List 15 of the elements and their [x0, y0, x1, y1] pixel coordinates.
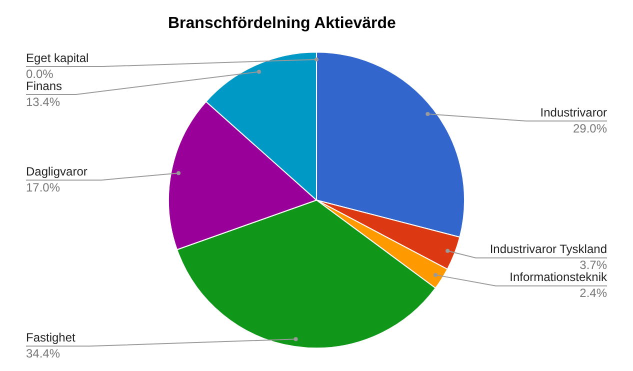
- data-label: 29.0%: [572, 121, 608, 136]
- slice-label: Finans: [26, 78, 62, 93]
- data-label: 2.4%: [580, 286, 608, 300]
- slice-label: Industrivaror: [540, 105, 607, 120]
- category-label: Eget kapital: [26, 50, 89, 65]
- data-label: 3.7%: [580, 258, 608, 272]
- data-label: 34.4%: [26, 346, 60, 360]
- data-label: 13.4%: [26, 94, 60, 109]
- slice-label: Dagligvaror: [26, 164, 88, 178]
- chart-title: Branschfördelning Aktievärde: [168, 15, 396, 32]
- slice-label: Informationsteknik: [510, 270, 608, 284]
- slice-label: Fastighet: [26, 330, 76, 344]
- slice-label: Industrivaror Tyskland: [490, 242, 607, 256]
- data-label: 17.0%: [26, 180, 60, 194]
- text: 0.0%: [26, 66, 54, 81]
